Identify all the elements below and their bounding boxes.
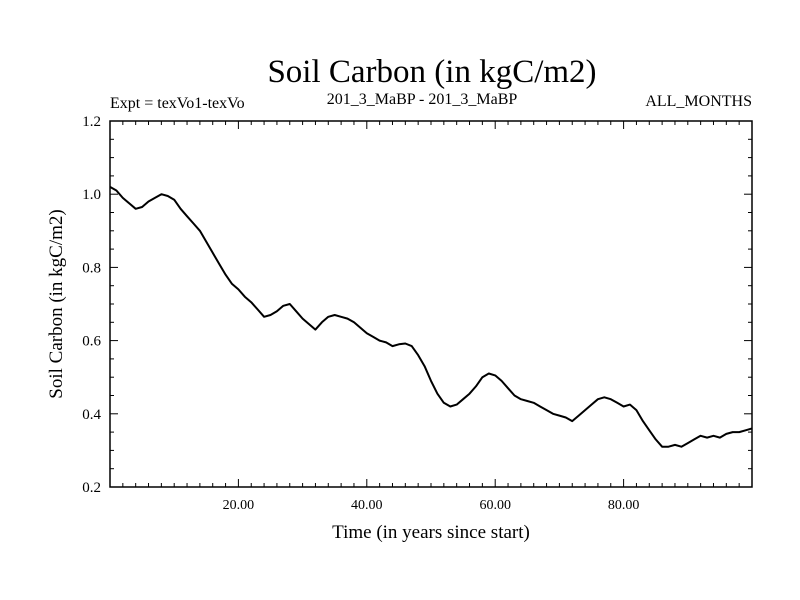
y-tick-label: 1.0	[82, 187, 101, 203]
x-tick-label: 80.00	[608, 498, 640, 513]
y-axis-label: Soil Carbon (in kgC/m2)	[46, 209, 67, 398]
x-axis-label: Time (in years since start)	[332, 522, 530, 543]
series-line-soil-carbon	[109, 186, 753, 448]
x-tick-label: 20.00	[223, 498, 255, 513]
x-tick-label: 60.00	[479, 498, 511, 513]
chart-subtitle-left: Expt = texVo1-texVo	[110, 95, 245, 112]
y-tick-label: 0.4	[82, 407, 101, 423]
chart-subtitle-right: ALL_MONTHS	[645, 93, 752, 110]
chart-subtitle-center: 201_3_MaBP - 201_3_MaBP	[327, 91, 518, 108]
y-tick-label: 0.6	[82, 334, 101, 350]
x-tick-label: 40.00	[351, 498, 383, 513]
y-tick-label: 0.2	[82, 480, 101, 496]
series-layer	[109, 186, 753, 448]
y-tick-label: 1.2	[82, 114, 101, 130]
y-axis: 0.2 0.4 0.6 0.8 1.0 1.2	[82, 114, 752, 496]
x-axis: 20.00 40.00 60.00 80.00	[122, 121, 740, 513]
chart-title: Soil Carbon (in kgC/m2)	[267, 54, 596, 90]
y-tick-label: 0.8	[82, 260, 101, 276]
